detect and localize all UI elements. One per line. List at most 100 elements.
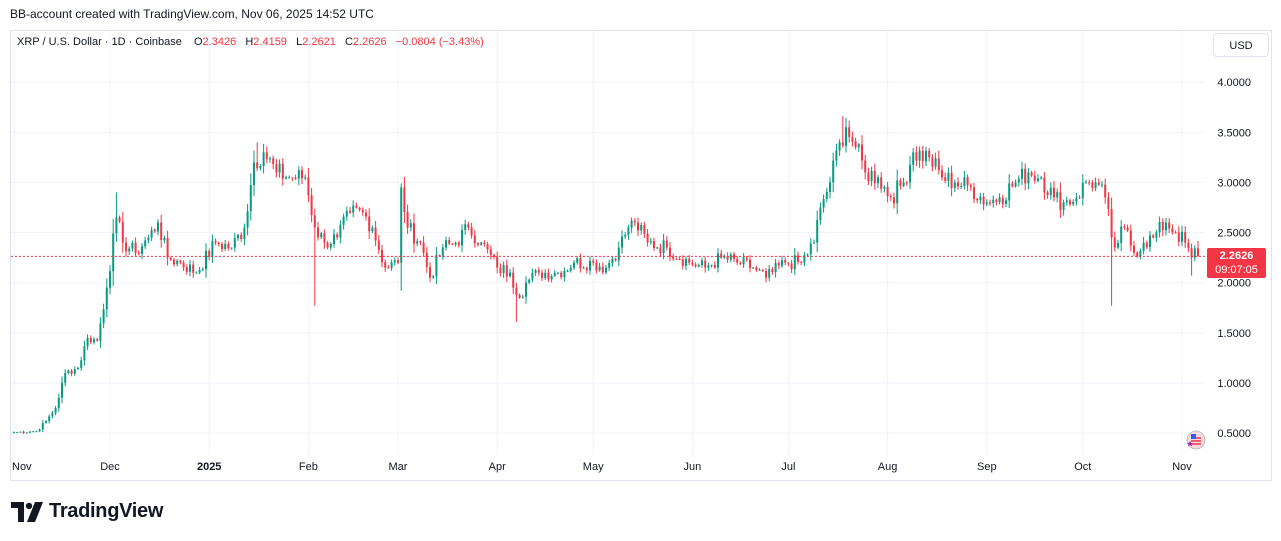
candle-body [1149, 235, 1151, 248]
candle-body [473, 235, 476, 244]
candle-body [509, 272, 511, 277]
candle-body [1110, 209, 1113, 238]
candle-body [758, 269, 761, 271]
x-tick-label: Aug [878, 461, 898, 473]
candle-body [70, 370, 73, 374]
candle-body [774, 262, 777, 273]
candle-body [710, 264, 713, 266]
candle-body [217, 242, 220, 245]
last-price-value: 2.2626 [1219, 250, 1254, 262]
candle-body [1117, 242, 1119, 248]
candle-body [566, 270, 569, 272]
candle-body [1136, 252, 1139, 257]
candle-body [813, 242, 815, 244]
candle-body [265, 152, 268, 160]
candle-body [819, 207, 822, 220]
candle-body [790, 263, 793, 270]
x-tick-label: 2025 [197, 461, 221, 473]
candle-body [477, 243, 479, 245]
candle-body [649, 241, 652, 243]
candle-body [1094, 182, 1097, 189]
last-price-tag: 2.2626 09:07:05 [1207, 248, 1266, 278]
x-tick-label: Feb [299, 461, 318, 473]
candle-body [541, 272, 543, 278]
candle-body [992, 199, 995, 204]
candle-body [1043, 177, 1046, 193]
candle-body [560, 272, 563, 278]
candle-body [861, 144, 863, 161]
candle-body [665, 240, 668, 248]
candle-body [35, 431, 38, 433]
candle-body [448, 240, 451, 244]
candle-body [1011, 183, 1014, 187]
candle-body [153, 229, 156, 232]
currency-button[interactable]: USD [1213, 33, 1269, 57]
candle-body [105, 287, 108, 310]
ohlc-legend: XRP / U.S. Dollar · 1D · Coinbase O2.342… [17, 36, 484, 48]
candle-body [272, 158, 275, 165]
candle-body [563, 270, 566, 278]
candle-body [617, 247, 620, 261]
candle-body [857, 144, 860, 148]
candle-body [909, 164, 911, 183]
candle-body [205, 250, 207, 270]
candle-body [1123, 226, 1126, 228]
candle-body [160, 222, 163, 240]
candle-body [77, 367, 79, 370]
y-tick-label: 3.5000 [1217, 127, 1251, 139]
candle-body [912, 152, 915, 165]
candle-body [937, 158, 940, 171]
candle-body [697, 265, 700, 267]
candle-body [413, 223, 415, 244]
candle-body [285, 177, 287, 179]
candle-body [336, 234, 339, 238]
candle-body [768, 269, 771, 278]
candle-body [1104, 184, 1107, 198]
candle-body [953, 182, 956, 188]
candle-body [243, 227, 246, 239]
candle-body [745, 257, 748, 260]
candle-body [1155, 232, 1158, 238]
high-label: H [245, 36, 254, 48]
candle-body [742, 257, 745, 265]
candle-body [182, 262, 185, 268]
candle-body [54, 408, 57, 413]
candle-body [374, 227, 377, 241]
candle-body [253, 162, 255, 186]
candle-body [656, 247, 659, 249]
candle-body [918, 150, 921, 161]
candle-body [109, 271, 111, 288]
tradingview-brand[interactable]: TradingView [11, 500, 163, 523]
candle-body [112, 233, 115, 272]
candle-body [800, 261, 803, 263]
candle-body [877, 177, 879, 184]
candle-body [579, 258, 582, 269]
candle-body [137, 252, 140, 254]
candle-body [899, 180, 902, 186]
candle-body [1161, 221, 1164, 231]
candle-body [1005, 200, 1007, 204]
candle-body [45, 421, 47, 423]
x-tick-label: Sep [977, 461, 997, 473]
candle-body [787, 262, 790, 264]
candle-body [573, 262, 575, 268]
x-tick-label: Jul [781, 461, 795, 473]
candle-body [489, 249, 492, 256]
candle-body [240, 234, 243, 239]
candle-body [982, 196, 985, 205]
candle-body [1168, 222, 1171, 229]
candle-body [1008, 183, 1011, 201]
y-tick-label: 4.0000 [1217, 77, 1251, 89]
candle-body [947, 172, 950, 181]
candle-body [678, 259, 681, 261]
candle-body [486, 244, 489, 250]
candle-body [614, 258, 617, 261]
candle-body [1165, 222, 1167, 231]
candle-body [841, 142, 844, 146]
candle-body [22, 431, 25, 434]
candle-body [1177, 232, 1180, 242]
candle-body [281, 163, 284, 179]
candle-body [1078, 197, 1081, 199]
candle-body [416, 241, 419, 244]
